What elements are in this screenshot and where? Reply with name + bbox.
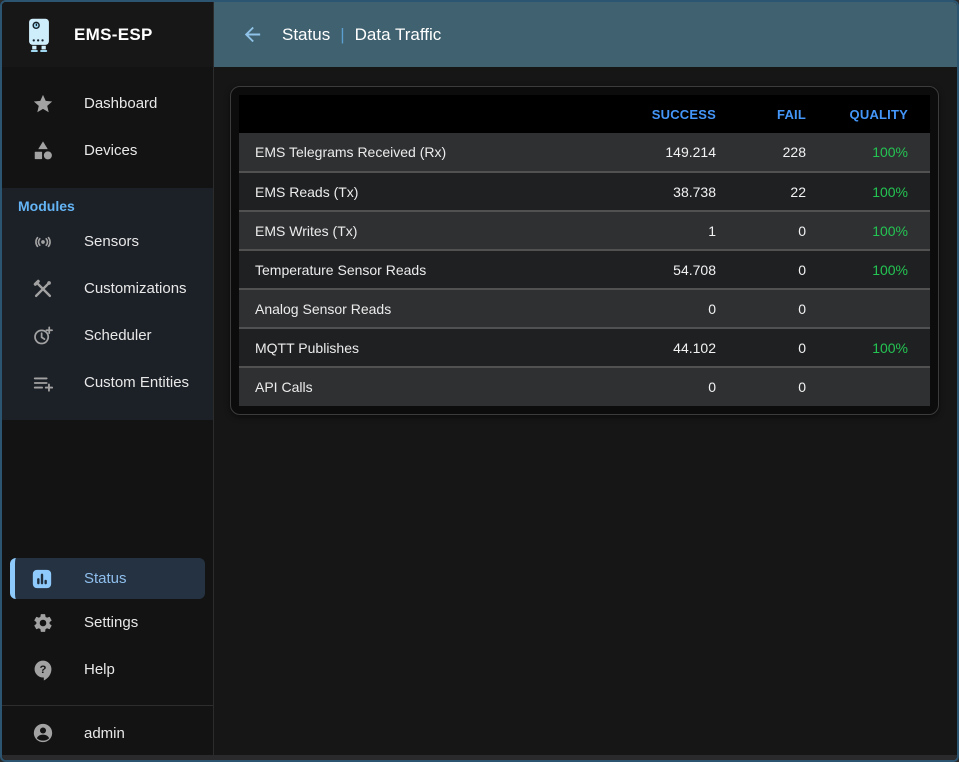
row-fail-value: 0: [722, 210, 812, 250]
sidebar-item-sensors[interactable]: Sensors: [2, 218, 213, 265]
sidebar-item-status[interactable]: Status: [10, 558, 205, 599]
content-area: SUCCESS FAIL QUALITY EMS Telegrams Recei…: [214, 67, 957, 760]
tools-icon: [32, 278, 54, 300]
gear-icon: [32, 612, 54, 634]
category-icon: [32, 140, 54, 162]
breadcrumb-separator: |: [340, 24, 345, 44]
sidebar-modules-section: Modules Sensors: [2, 188, 213, 420]
back-button[interactable]: [234, 17, 270, 53]
sidebar: EMS-ESP Dashboard Devices Modules: [2, 2, 214, 760]
sidebar-item-label: Custom Entities: [84, 374, 190, 391]
row-success-value: 149.214: [590, 133, 722, 172]
user-label: admin: [84, 724, 125, 742]
table-header-row: SUCCESS FAIL QUALITY: [239, 95, 930, 133]
traffic-table-body: EMS Telegrams Received (Rx) 149.214 228 …: [239, 133, 930, 406]
row-quality-value: 100%: [812, 171, 930, 211]
table-row: EMS Writes (Tx) 1 0 100%: [239, 210, 930, 250]
arrow-back-icon: [244, 26, 260, 43]
topbar: Status | Data Traffic: [214, 2, 957, 67]
sidebar-item-label: Scheduler: [84, 327, 152, 344]
row-quality-value: [812, 366, 930, 406]
table-row: Temperature Sensor Reads 54.708 0 100%: [239, 249, 930, 289]
row-quality-value: [812, 288, 930, 328]
sidebar-item-custom-entities[interactable]: Custom Entities: [2, 359, 213, 406]
column-header-label: [239, 95, 590, 133]
sidebar-item-label: Status: [84, 570, 127, 587]
row-success-value: 44.102: [590, 327, 722, 367]
row-label: EMS Reads (Tx): [239, 171, 590, 211]
boiler-logo-icon: [20, 15, 58, 55]
table-row: EMS Telegrams Received (Rx) 149.214 228 …: [239, 133, 930, 172]
table-row: MQTT Publishes 44.102 0 100%: [239, 327, 930, 367]
row-fail-value: 0: [722, 249, 812, 289]
row-success-value: 0: [590, 366, 722, 406]
row-fail-value: 0: [722, 366, 812, 406]
table-row: Analog Sensor Reads 0 0: [239, 288, 930, 328]
main-area: Status | Data Traffic SUCCESS FAIL: [214, 2, 957, 760]
table-row: EMS Reads (Tx) 38.738 22 100%: [239, 171, 930, 211]
sidebar-header: EMS-ESP: [2, 2, 213, 67]
row-label: EMS Telegrams Received (Rx): [239, 133, 590, 172]
breadcrumb: Status | Data Traffic: [282, 25, 441, 45]
sidebar-item-label: Customizations: [84, 280, 187, 297]
row-fail-value: 0: [722, 327, 812, 367]
row-label: Analog Sensor Reads: [239, 288, 590, 328]
row-quality-value: 100%: [812, 327, 930, 367]
row-label: API Calls: [239, 366, 590, 406]
modules-section-header: Modules: [18, 198, 75, 214]
app-title: EMS-ESP: [74, 24, 153, 44]
sidebar-item-label: Dashboard: [84, 95, 158, 112]
sidebar-item-label: Settings: [84, 614, 139, 631]
more-time-icon: [32, 325, 54, 347]
sidebar-item-devices[interactable]: Devices: [2, 127, 213, 174]
row-fail-value: 22: [722, 171, 812, 211]
breadcrumb-section: Status: [282, 24, 331, 44]
sidebar-spacer: [2, 420, 213, 558]
sensors-icon: [32, 231, 54, 253]
row-success-value: 0: [590, 288, 722, 328]
playlist-add-icon: [32, 372, 54, 394]
bar-chart-icon: [31, 568, 53, 590]
sidebar-divider: [2, 705, 213, 706]
sidebar-item-dashboard[interactable]: Dashboard: [2, 80, 213, 127]
sidebar-item-help[interactable]: ? Help: [2, 646, 213, 693]
star-icon: [32, 93, 54, 115]
column-header-success: SUCCESS: [590, 95, 722, 133]
data-traffic-table: SUCCESS FAIL QUALITY EMS Telegrams Recei…: [239, 95, 930, 406]
table-row: API Calls 0 0: [239, 366, 930, 406]
row-quality-value: 100%: [812, 210, 930, 250]
column-header-fail: FAIL: [722, 95, 812, 133]
window-bottom-strip: [2, 755, 957, 760]
svg-text:?: ?: [40, 663, 47, 675]
sidebar-item-settings[interactable]: Settings: [2, 599, 213, 646]
row-quality-value: 100%: [812, 133, 930, 172]
row-success-value: 38.738: [590, 171, 722, 211]
page-title: Data Traffic: [354, 24, 442, 44]
help-icon: ?: [32, 659, 54, 681]
sidebar-item-customizations[interactable]: Customizations: [2, 265, 213, 312]
row-fail-value: 0: [722, 288, 812, 328]
sidebar-top-nav: Dashboard Devices: [2, 67, 213, 188]
sidebar-bottom-nav: Status Settings ? Help: [2, 558, 213, 697]
column-header-quality: QUALITY: [812, 95, 930, 133]
account-circle-icon: [32, 722, 54, 744]
sidebar-item-scheduler[interactable]: Scheduler: [2, 312, 213, 359]
row-fail-value: 228: [722, 133, 812, 172]
row-label: Temperature Sensor Reads: [239, 249, 590, 289]
sidebar-item-label: Devices: [84, 142, 138, 159]
sidebar-item-label: Sensors: [84, 233, 140, 250]
row-success-value: 54.708: [590, 249, 722, 289]
row-quality-value: 100%: [812, 249, 930, 289]
sidebar-item-label: Help: [84, 661, 115, 678]
row-label: EMS Writes (Tx): [239, 210, 590, 250]
row-label: MQTT Publishes: [239, 327, 590, 367]
sidebar-item-user[interactable]: admin: [2, 706, 213, 760]
data-traffic-card: SUCCESS FAIL QUALITY EMS Telegrams Recei…: [230, 86, 939, 415]
row-success-value: 1: [590, 210, 722, 250]
